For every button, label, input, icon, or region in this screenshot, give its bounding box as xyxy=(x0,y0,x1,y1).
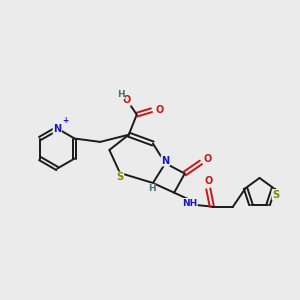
Text: H: H xyxy=(117,90,124,99)
Text: NH: NH xyxy=(182,199,197,208)
Text: O: O xyxy=(123,95,131,105)
Text: S: S xyxy=(116,172,124,182)
Text: O: O xyxy=(203,154,211,164)
Text: S: S xyxy=(272,190,280,200)
Text: O: O xyxy=(155,105,163,115)
Text: N: N xyxy=(53,124,61,134)
Text: +: + xyxy=(62,116,68,125)
Text: N: N xyxy=(161,156,170,166)
Text: O: O xyxy=(204,176,212,186)
Text: H: H xyxy=(148,184,155,194)
